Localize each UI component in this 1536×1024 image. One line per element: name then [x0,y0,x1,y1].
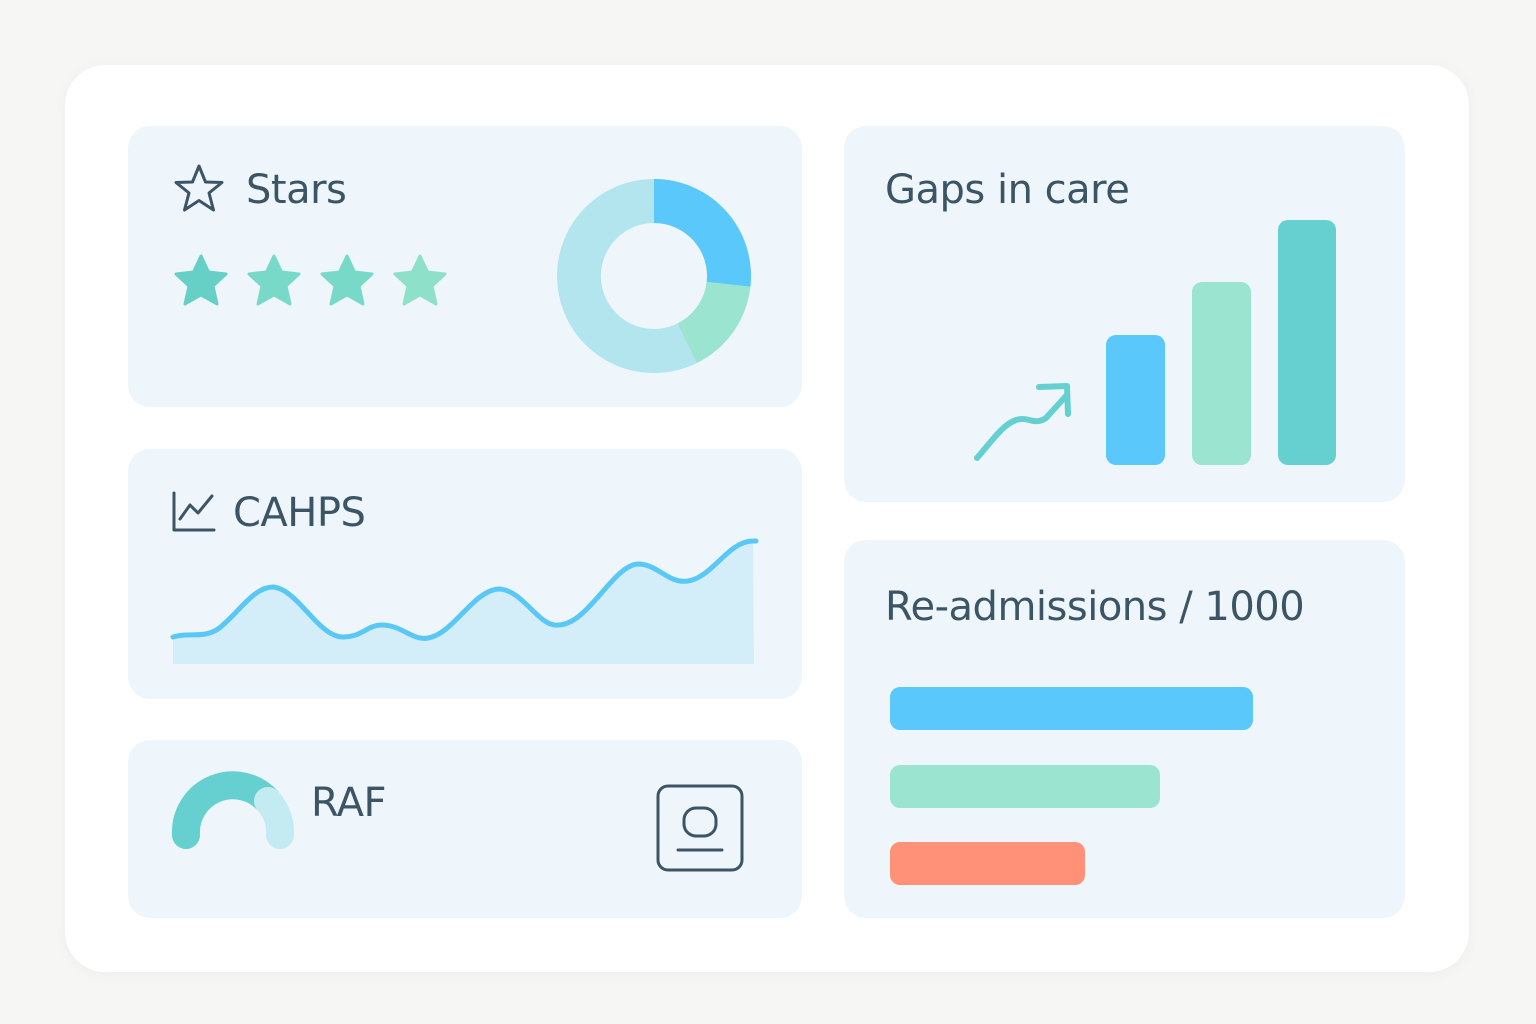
rating-star-icon [320,254,374,306]
raf-card[interactable]: RAF [128,740,802,918]
gaps-in-care-card[interactable]: Gaps in care [844,126,1405,502]
readmissions-bar [890,842,1085,885]
gaps-title: Gaps in care [885,167,1130,213]
raf-title: RAF [311,780,387,826]
readmissions-bar [890,765,1160,808]
readmissions-bar-chart [890,687,1253,885]
readmissions-bar [890,687,1253,730]
donut-segment-blue [654,179,752,287]
stars-card[interactable]: Stars [128,126,802,407]
readmissions-title: Re-admissions / 1000 [885,584,1305,630]
id-card-icon[interactable] [128,740,802,918]
rating-star-icon [174,254,228,306]
cahps-title: CAHPS [233,490,366,536]
gaps-bar [1106,335,1165,465]
star-rating [174,254,447,306]
rating-star-icon [393,254,447,306]
trend-up-arrow-icon [974,383,1071,461]
donut-segment-green [677,281,751,363]
cahps-card[interactable]: CAHPS [128,449,802,699]
gauge-icon [171,771,295,849]
gaps-bar-chart [1106,220,1336,465]
rating-star-icon [247,254,301,306]
cahps-area-fill [173,541,754,664]
gaps-bar [1278,220,1336,465]
line-chart-icon [172,491,216,532]
cahps-trend-line [170,538,759,641]
stars-donut-chart [557,179,752,373]
stars-title: Stars [246,167,347,213]
cahps-area-chart [170,538,759,664]
gaps-bar [1192,282,1251,465]
star-outline-icon [174,164,224,212]
readmissions-card[interactable]: Re-admissions / 1000 [844,540,1405,918]
